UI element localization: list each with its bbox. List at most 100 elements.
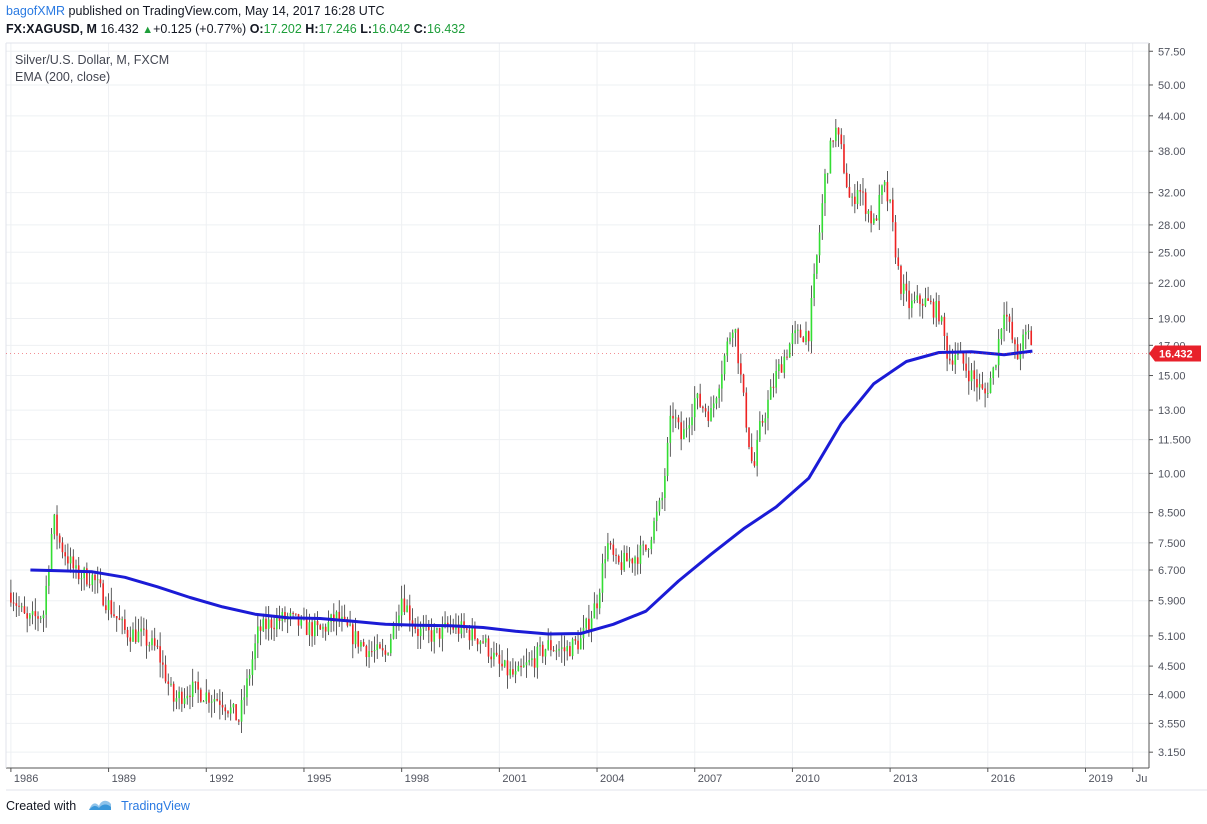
- tradingview-link[interactable]: TradingView: [121, 798, 190, 813]
- candle-body: [389, 638, 392, 654]
- close-label: C:: [413, 22, 427, 36]
- candle: [91, 572, 94, 592]
- y-tick-label: 15.00: [1158, 371, 1186, 383]
- candle-body: [753, 461, 756, 466]
- y-tick-label: 7.500: [1158, 538, 1186, 550]
- candle-body: [512, 669, 514, 675]
- candle-body: [360, 642, 362, 647]
- candle: [921, 298, 924, 319]
- time-axis[interactable]: 1986 1989 1992 1995 1998 2001 2004 2007 2010 2013…: [10, 768, 1147, 785]
- candle-body: [522, 665, 525, 668]
- candle: [737, 327, 739, 374]
- candle: [436, 627, 438, 634]
- up-triangle-icon: ▲: [142, 24, 154, 36]
- candle: [286, 612, 289, 634]
- candle: [867, 209, 870, 223]
- candle-body: [1005, 314, 1008, 317]
- chart-legend-indicator[interactable]: EMA (200, close): [15, 70, 111, 84]
- y-tick-label: 44.00: [1158, 111, 1186, 123]
- ema-layer: [30, 349, 1033, 636]
- candle-body: [444, 622, 446, 626]
- candle: [636, 544, 639, 575]
- candle: [484, 634, 487, 647]
- candle: [571, 637, 574, 660]
- candle-body: [251, 659, 254, 675]
- candle: [357, 630, 360, 654]
- candle: [110, 587, 113, 618]
- candle-body: [67, 556, 69, 564]
- candle: [536, 642, 539, 679]
- candle: [96, 566, 99, 594]
- candle: [316, 611, 319, 637]
- candle-body: [143, 628, 145, 630]
- y-tick-label: 25.00: [1158, 247, 1186, 259]
- candle-body: [509, 669, 512, 676]
- candle: [655, 500, 658, 532]
- candle: [194, 681, 197, 694]
- candle: [878, 184, 881, 231]
- candle: [683, 420, 685, 440]
- candle: [558, 641, 560, 657]
- candle: [457, 615, 460, 642]
- candle: [756, 430, 758, 477]
- candle-body: [683, 429, 685, 440]
- candle-body: [783, 356, 786, 373]
- candle-body: [854, 196, 856, 205]
- candle-body: [745, 392, 748, 428]
- candle: [498, 644, 501, 677]
- candle-body: [688, 425, 691, 429]
- candle: [962, 352, 965, 371]
- ohlc-bar: FX:XAGUSD, M 16.432 ▲+0.125 (+0.77%) O:1…: [6, 22, 465, 36]
- candle-body: [729, 337, 731, 342]
- candle: [851, 193, 853, 207]
- candle: [129, 626, 132, 652]
- candle-body: [995, 365, 997, 368]
- candle: [563, 635, 566, 666]
- candle: [802, 335, 805, 343]
- candle: [197, 671, 199, 703]
- candle-body: [270, 619, 273, 628]
- candle: [121, 616, 123, 635]
- candle-body: [930, 300, 932, 302]
- change-value: +0.125 (+0.77%): [153, 22, 247, 36]
- candle: [897, 248, 900, 270]
- candle-body: [273, 627, 275, 630]
- candle: [525, 648, 528, 678]
- candle-body: [335, 611, 338, 622]
- price-axis[interactable]: 57.50 50.00 44.00 38.00 32.00 28.00 25.00 22.00…: [1149, 46, 1191, 759]
- candle: [702, 405, 704, 413]
- candle-body: [20, 606, 23, 608]
- candle-body: [946, 336, 948, 359]
- candle: [365, 644, 368, 667]
- candle: [479, 640, 482, 654]
- candle-body: [501, 663, 503, 667]
- y-tick-label: 13.00: [1158, 405, 1186, 417]
- y-tick-label: 5.900: [1158, 596, 1186, 608]
- author-link[interactable]: bagofXMR: [6, 4, 66, 18]
- candle: [607, 532, 609, 562]
- candle: [379, 641, 381, 650]
- candle: [338, 600, 341, 627]
- candle: [992, 366, 995, 385]
- candle: [10, 579, 12, 607]
- candle: [995, 364, 997, 371]
- candle: [696, 392, 699, 410]
- candle: [254, 634, 256, 671]
- candle: [845, 163, 848, 189]
- candle-body: [905, 283, 908, 291]
- candle-body: [324, 626, 327, 632]
- candle: [18, 596, 20, 616]
- tradingview-logo-icon[interactable]: [88, 798, 112, 815]
- candle-body: [707, 411, 710, 421]
- candle: [1003, 302, 1005, 342]
- candle-body: [61, 542, 64, 553]
- candle: [528, 651, 531, 666]
- candle: [243, 685, 246, 715]
- x-tick-label: 2019: [1089, 773, 1113, 785]
- x-tick-label: 1992: [209, 773, 233, 785]
- candle-body: [468, 629, 471, 641]
- candle-body: [653, 521, 655, 540]
- candle: [102, 579, 104, 607]
- candle-body: [153, 638, 156, 646]
